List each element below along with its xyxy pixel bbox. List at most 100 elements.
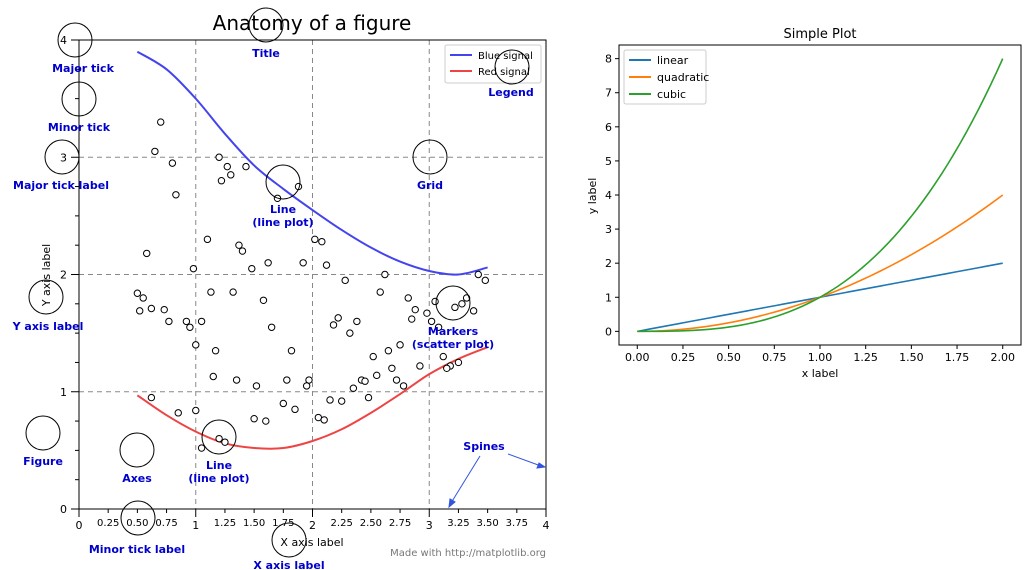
scatter-point <box>451 303 459 312</box>
scatter-point <box>227 171 235 179</box>
scatter-point <box>192 341 200 349</box>
circle-legend <box>494 49 530 85</box>
y-major-tick-label: 2 <box>60 269 67 282</box>
scatter-point <box>458 300 466 308</box>
circle-minor-tick-label <box>120 500 156 536</box>
scatter-point <box>242 162 250 171</box>
scatter-point <box>353 317 361 326</box>
scatter-point <box>334 314 342 322</box>
scatter-point <box>326 396 334 404</box>
scatter-point <box>431 297 439 306</box>
simple-y-tick-label: 7 <box>605 87 612 100</box>
simple-y-tick-label: 6 <box>605 121 612 134</box>
scatter-point <box>223 162 231 171</box>
anatomy-spines <box>78 39 547 510</box>
simple-x-tick-label: 1.50 <box>899 351 924 364</box>
circle-x-axis-label <box>271 522 307 558</box>
x-minor-tick-label: 1.50 <box>243 518 265 529</box>
scatter-point <box>143 249 151 258</box>
annotation-circles <box>25 7 530 558</box>
scatter-point <box>235 241 243 249</box>
scatter-point <box>481 276 489 285</box>
x-major-tick-label: 4 <box>543 519 550 532</box>
anatomy-legend: Blue signal Red signal <box>444 44 542 84</box>
quadratic-line <box>637 194 1004 333</box>
circle-major-tick <box>57 22 93 58</box>
label-major-tick: Major tick <box>52 62 115 75</box>
scatter-point <box>416 362 424 370</box>
blue-signal-line <box>136 50 488 276</box>
scatter-point <box>182 317 191 326</box>
legend-red-label: Red signal <box>478 67 530 78</box>
x-minor-tick-label: 3.50 <box>476 518 498 529</box>
scatter-point <box>392 376 401 384</box>
scatter-point <box>136 307 144 315</box>
label-line-blue-sub: (line plot) <box>252 216 313 229</box>
anatomy-figure: Anatomy of a figure 0 1 2 3 4 0.25 0.50 0.75 1.2… <box>12 7 550 570</box>
scatter-point <box>287 347 296 355</box>
circle-markers <box>435 285 471 321</box>
scatter-point <box>165 317 173 326</box>
scatter-point <box>221 438 229 446</box>
scatter-point <box>291 405 299 414</box>
anatomy-title: Anatomy of a figure <box>213 11 412 35</box>
scatter-point <box>189 264 198 273</box>
scatter-point <box>361 377 369 385</box>
anatomy-xlabel: X axis label <box>280 536 343 549</box>
scatter-point <box>427 317 436 326</box>
scatter-point <box>192 406 200 415</box>
y-major-tick-label: 0 <box>60 503 67 516</box>
label-minor-tick: Minor tick <box>48 121 111 134</box>
scatter-point <box>267 323 276 331</box>
scatter-point <box>248 264 256 273</box>
scatter-point <box>215 434 223 443</box>
x-minor-tick-label: 2.75 <box>389 518 411 529</box>
label-axes: Axes <box>122 472 152 485</box>
x-minor-tick-label: 0.50 <box>126 518 148 529</box>
y-major-tick-label: 4 <box>60 34 67 47</box>
simple-plot-ticks: 0.00 0.25 0.50 0.75 1.00 1.25 1.50 1.75 2.00 0 1 2 3… <box>605 53 1015 364</box>
scatter-point <box>168 159 177 167</box>
scatter-point <box>454 358 463 367</box>
scatter-point <box>209 372 217 381</box>
scatter-point <box>207 288 215 296</box>
anatomy-footer: Made with http://matplotlib.org <box>390 548 546 559</box>
anatomy-ylabel: Y axis label <box>40 244 53 307</box>
x-minor-tick-label: 1.25 <box>214 518 236 529</box>
scatter-point <box>250 415 258 423</box>
scatter-point <box>279 399 288 408</box>
label-line-blue: Line <box>270 203 296 216</box>
scatter-point <box>337 397 346 405</box>
anatomy-ticks: 0 1 2 3 40.25 0.50 0.75 1.25 1.50 1.75 2.25 2.50 2.7… <box>60 34 550 532</box>
label-minor-tick-label: Minor tick label <box>89 543 185 556</box>
cubic-line <box>637 58 1004 333</box>
x-minor-tick-label: 2.50 <box>360 518 382 529</box>
y-major-tick-label: 3 <box>60 151 67 164</box>
scatter-point <box>133 289 142 297</box>
simple-plot-spines <box>618 44 1022 346</box>
simple-y-tick-label: 2 <box>605 257 612 270</box>
scatter-point <box>369 352 377 361</box>
scatter-point <box>346 329 354 337</box>
scatter-point <box>376 288 384 296</box>
scatter-point <box>320 416 328 424</box>
scatter-point <box>197 317 206 326</box>
x-minor-tick-label: 2.25 <box>331 518 353 529</box>
scatter-point <box>349 384 358 392</box>
simple-plot-xlabel: x label <box>802 367 839 380</box>
label-markers: Markers <box>428 325 479 338</box>
scatter-point <box>388 364 396 372</box>
scatter-point <box>311 235 319 244</box>
x-major-tick-label: 0 <box>76 519 83 532</box>
label-line-red: Line <box>206 459 232 472</box>
simple-x-tick-label: 2.00 <box>990 351 1015 364</box>
scatter-point <box>404 294 412 302</box>
scatter-point <box>174 409 182 417</box>
scatter-point <box>229 288 237 296</box>
label-figure: Figure <box>23 455 63 468</box>
scatter-point <box>232 376 241 384</box>
x-major-tick-label: 3 <box>426 519 433 532</box>
scatter-point <box>147 304 156 313</box>
circle-axes <box>119 432 155 468</box>
